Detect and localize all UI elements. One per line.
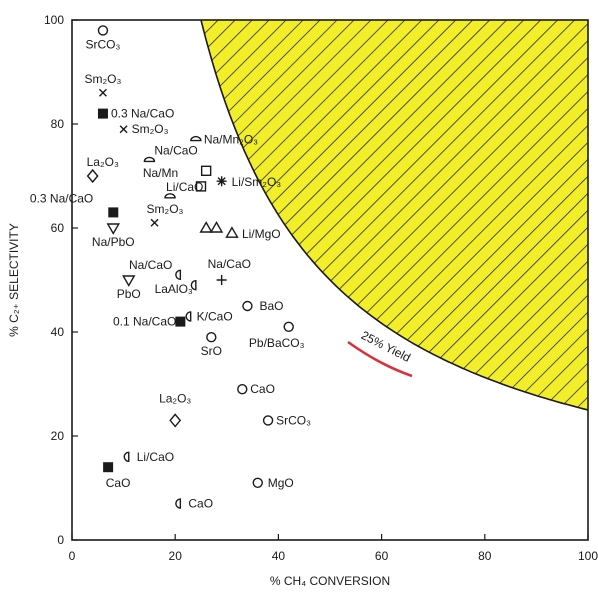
data-label: La₂O₃ xyxy=(159,391,191,405)
data-point xyxy=(164,193,176,199)
yield-region xyxy=(201,20,588,410)
y-tick-label: 40 xyxy=(51,325,65,339)
data-point xyxy=(98,88,107,97)
y-axis: 0 20 40 60 80 100 xyxy=(44,13,78,547)
data-point xyxy=(209,221,224,233)
data-label: PbO xyxy=(117,287,141,301)
y-tick-label: 80 xyxy=(51,117,65,131)
data-label: 0.3 Na/CaO xyxy=(111,107,174,121)
data-label: Sm₂O₃ xyxy=(147,202,184,216)
data-label: Sm₂O₃ xyxy=(132,122,169,136)
data-point xyxy=(195,181,207,192)
data-label: SrCO₃ xyxy=(86,37,121,51)
data-point xyxy=(190,135,202,142)
y-tick-label: 0 xyxy=(57,533,64,547)
data-point xyxy=(216,275,227,285)
data-label: Na/CaO xyxy=(154,143,197,157)
x-tick-label: 40 xyxy=(272,549,286,563)
x-axis-title: % CH₄ CONVERSION xyxy=(270,574,390,588)
data-label: Li/MgO xyxy=(242,227,281,241)
y-tick-label: 100 xyxy=(44,13,64,27)
data-point xyxy=(119,125,128,134)
data-point xyxy=(283,321,294,332)
data-label: Li/CaO xyxy=(166,180,203,194)
data-label: Na/CaO xyxy=(129,258,172,272)
data-label: LaAlO₃ xyxy=(155,282,193,296)
data-label: BaO xyxy=(259,299,283,313)
y-tick-label: 60 xyxy=(51,221,65,235)
data-point xyxy=(262,415,274,426)
data-point xyxy=(199,221,213,233)
data-label: CaO xyxy=(250,382,275,396)
y-tick-label: 20 xyxy=(51,429,65,443)
data-label: Na/CaO xyxy=(208,257,251,271)
data-label: K/CaO xyxy=(197,309,233,323)
data-label: Pb/BaCO₃ xyxy=(249,336,305,350)
data-point xyxy=(252,477,263,488)
data-label: Li/Sm₂O₃ xyxy=(232,175,282,189)
yield-label-underline xyxy=(347,340,413,378)
plot-frame xyxy=(71,19,589,541)
data-point xyxy=(97,25,109,36)
x-tick-label: 0 xyxy=(69,549,76,563)
data-label: CaO xyxy=(106,476,131,490)
x-axis: 0 20 40 60 80 100 xyxy=(69,534,598,563)
data-label: 0.3 Na/CaO xyxy=(30,191,93,205)
data-points xyxy=(86,25,294,509)
data-point xyxy=(122,275,136,287)
x-tick-label: 20 xyxy=(169,549,183,563)
data-point xyxy=(206,332,217,343)
y-axis-title: % C₂₊ SELECTIVITY xyxy=(7,223,21,337)
data-point xyxy=(123,451,130,463)
data-point xyxy=(106,223,120,235)
data-point xyxy=(175,498,182,509)
data-label: SrO xyxy=(201,344,222,358)
data-point xyxy=(242,300,253,312)
data-label: Na/Mn xyxy=(143,166,178,180)
data-point xyxy=(169,413,182,428)
data-label: Sm₂O₃ xyxy=(85,72,122,86)
data-label: 0.1 Na/CaO xyxy=(113,315,176,329)
x-tick-label: 60 xyxy=(375,549,389,563)
data-label: Li/CaO xyxy=(137,450,174,464)
data-point xyxy=(103,462,114,473)
data-point xyxy=(108,207,119,218)
data-point xyxy=(225,226,239,238)
x-tick-label: 80 xyxy=(478,549,492,563)
data-point xyxy=(175,316,186,327)
data-label: La₂O₃ xyxy=(87,155,119,169)
data-label: Na/PbO xyxy=(92,235,135,249)
data-point xyxy=(185,311,192,322)
data-label: CaO xyxy=(188,497,213,511)
data-label: Na/Mn₂O₃ xyxy=(204,133,258,147)
data-point xyxy=(200,165,212,177)
data-point xyxy=(190,279,197,291)
data-point xyxy=(216,176,227,187)
data-label: SrCO₃ xyxy=(276,413,311,427)
data-label: MgO xyxy=(268,476,294,490)
yield-curve xyxy=(200,20,588,411)
data-point xyxy=(143,156,156,163)
data-point xyxy=(237,384,248,395)
data-point xyxy=(97,108,108,119)
x-tick-label: 100 xyxy=(578,549,598,563)
data-point xyxy=(86,168,99,184)
data-point xyxy=(150,218,159,227)
data-point xyxy=(175,269,182,281)
